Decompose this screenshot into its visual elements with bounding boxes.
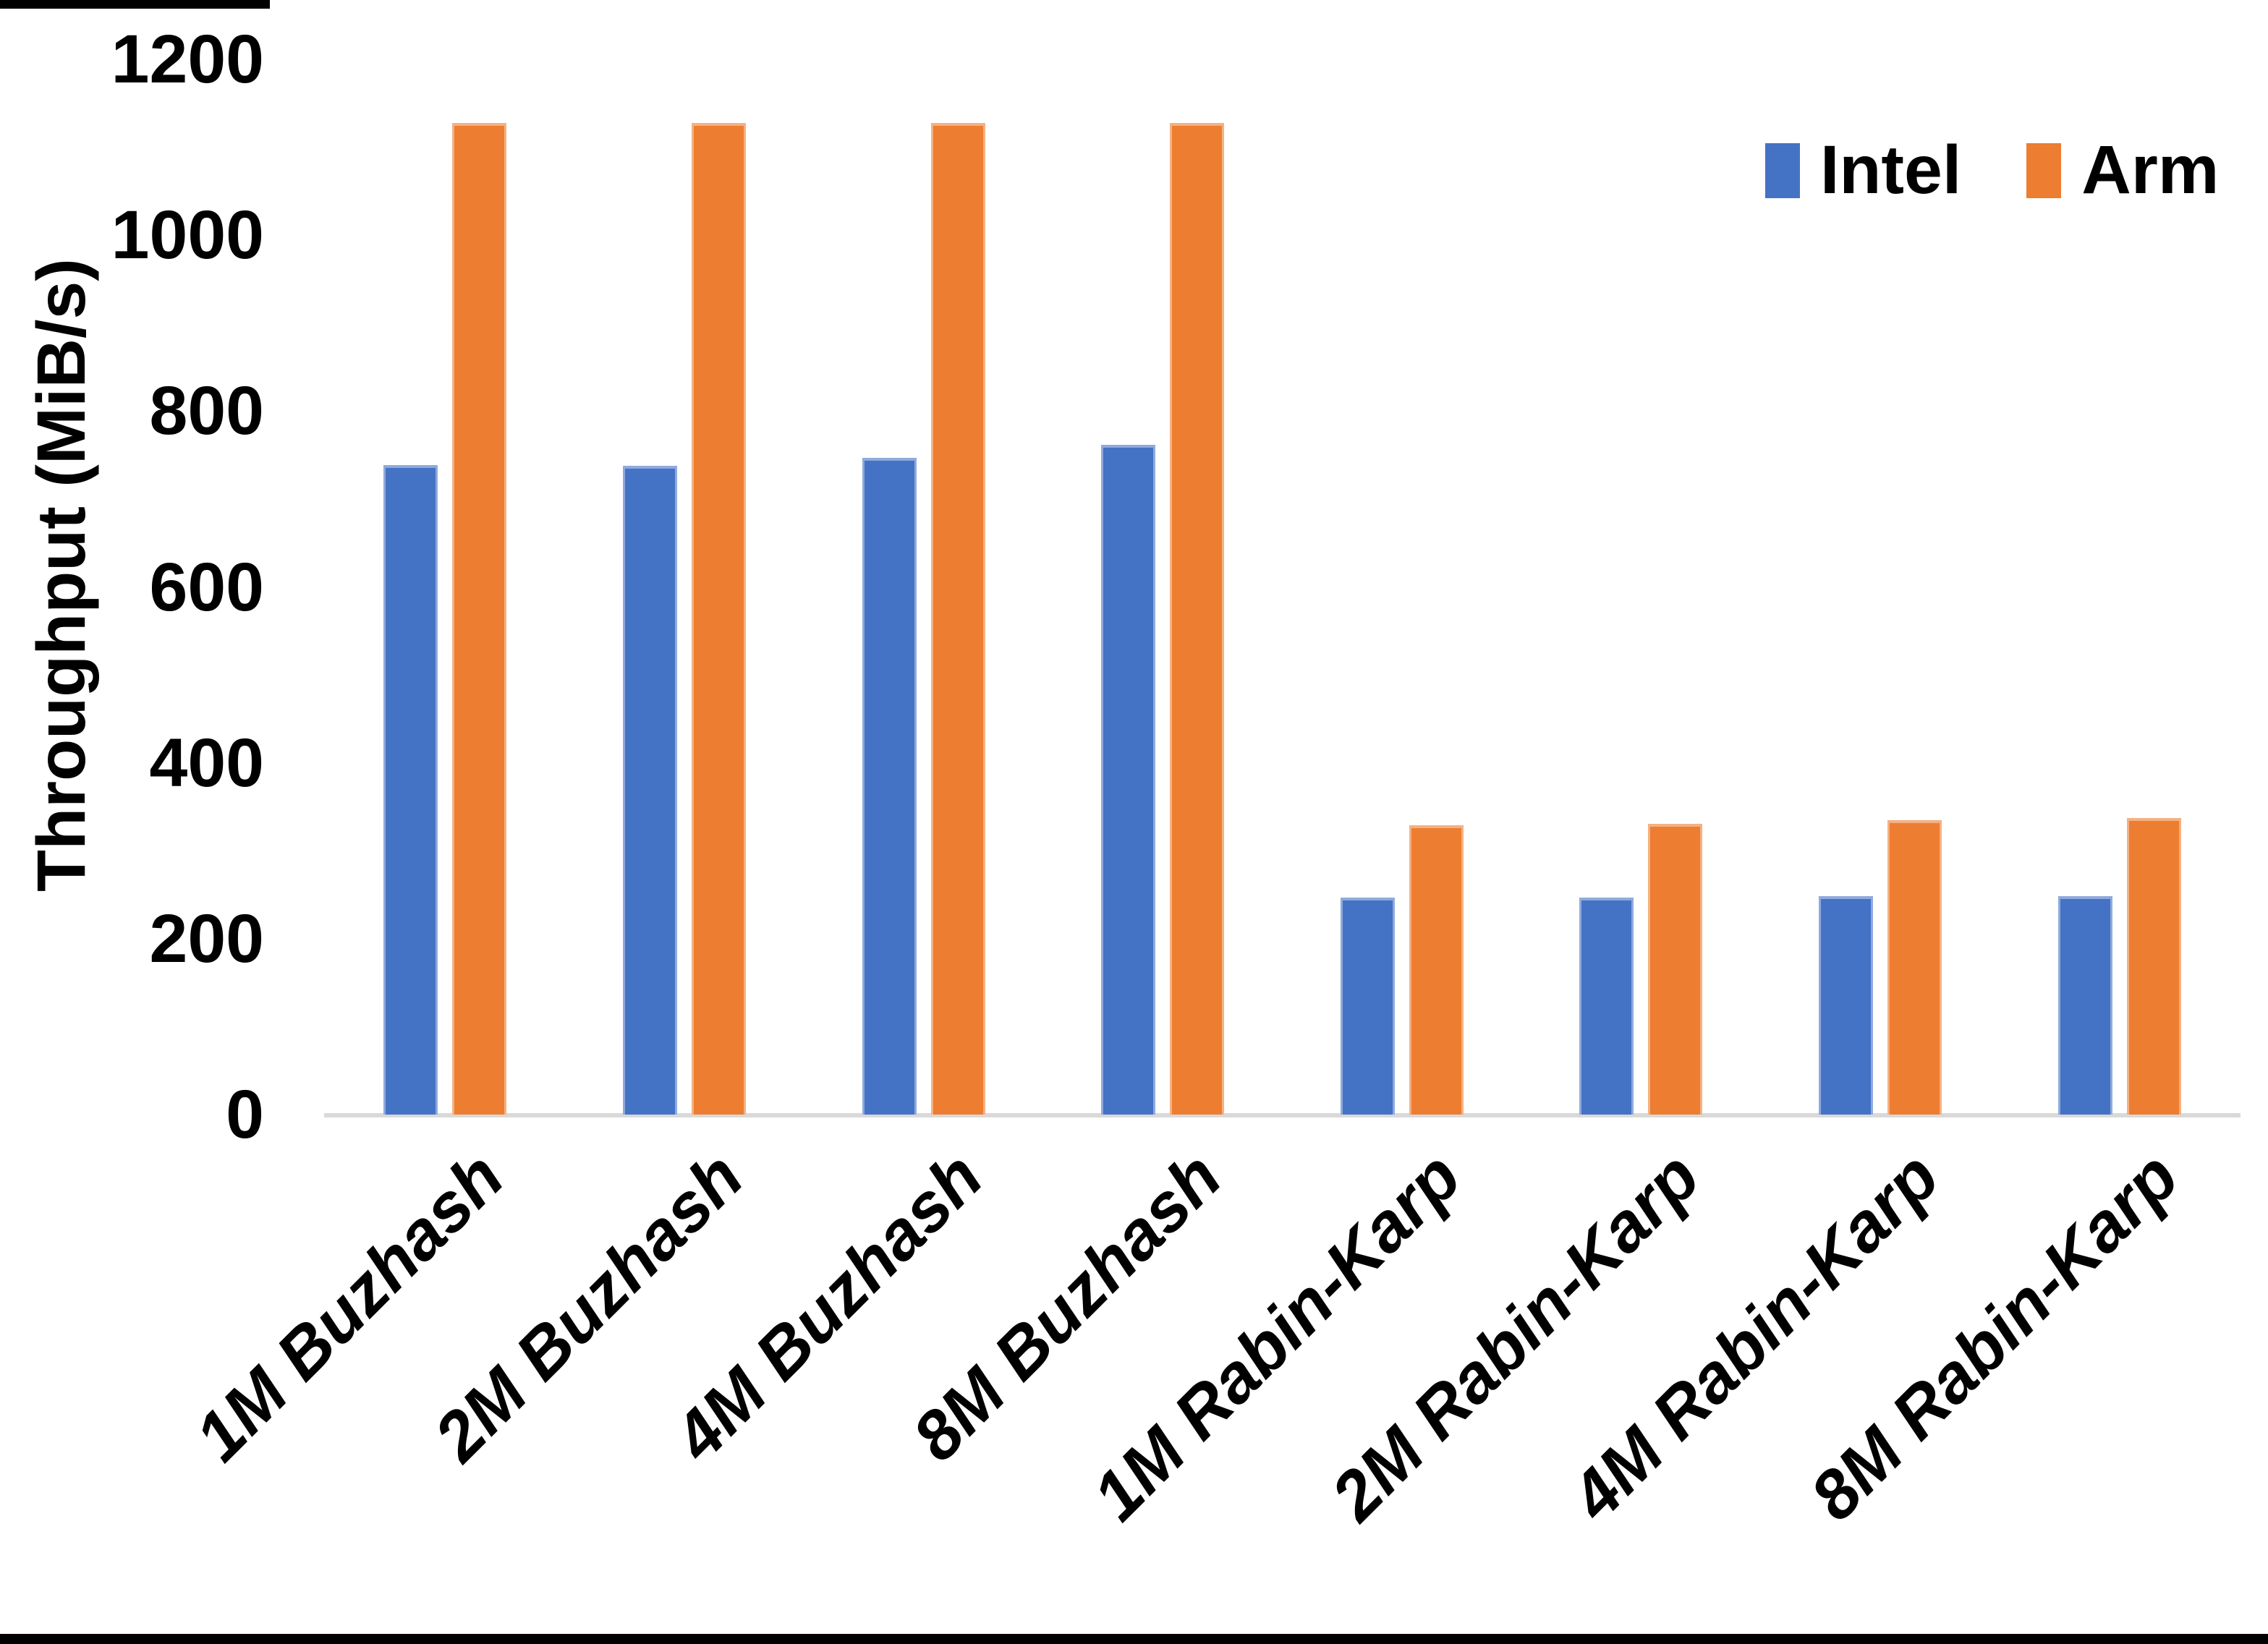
bar-arm-4m-rabin-karp [1887, 819, 1942, 1115]
y-tick-label-1200: 1200 [111, 21, 264, 98]
legend-item-intel: Intel [1765, 136, 1961, 205]
bar-arm-2m-buzhash [691, 122, 746, 1115]
bar-intel-4m-rabin-karp [1819, 896, 1874, 1115]
y-tick-label-800: 800 [149, 372, 264, 450]
legend-swatch-intel [1765, 142, 1800, 198]
bar-arm-8m-rabin-karp [2126, 818, 2181, 1115]
plot-area [324, 59, 2241, 1117]
legend-label-intel: Intel [1820, 132, 1962, 208]
y-tick-label-0: 0 [226, 1076, 264, 1153]
bar-arm-4m-buzhash [930, 122, 985, 1115]
bar-intel-8m-rabin-karp [2057, 896, 2112, 1115]
legend-swatch-arm [2026, 142, 2062, 198]
x-category-label-1m-buzhash: 1M Buzhash [180, 1138, 519, 1476]
bar-intel-8m-buzhash [1101, 444, 1156, 1115]
bar-intel-4m-buzhash [862, 457, 917, 1115]
y-tick-label-400: 400 [149, 724, 264, 801]
y-tick-label-1000: 1000 [111, 197, 264, 274]
bottom-border-bar [0, 1634, 2268, 1644]
bar-arm-1m-rabin-karp [1409, 825, 1464, 1115]
bar-arm-1m-buzhash [452, 122, 507, 1115]
bar-arm-8m-buzhash [1170, 122, 1225, 1115]
legend: Intel Arm [1765, 136, 2219, 205]
bar-arm-2m-rabin-karp [1648, 823, 1703, 1115]
bar-intel-1m-rabin-karp [1340, 897, 1395, 1115]
x-axis-line [324, 1113, 2241, 1117]
top-border-strip [0, 0, 270, 9]
bar-intel-2m-buzhash [622, 465, 677, 1115]
bar-intel-2m-rabin-karp [1579, 897, 1634, 1115]
legend-item-arm: Arm [2026, 136, 2219, 205]
y-tick-label-600: 600 [149, 548, 264, 626]
bar-intel-1m-buzhash [383, 464, 438, 1115]
y-tick-label-200: 200 [149, 900, 264, 977]
legend-label-arm: Arm [2081, 132, 2220, 208]
